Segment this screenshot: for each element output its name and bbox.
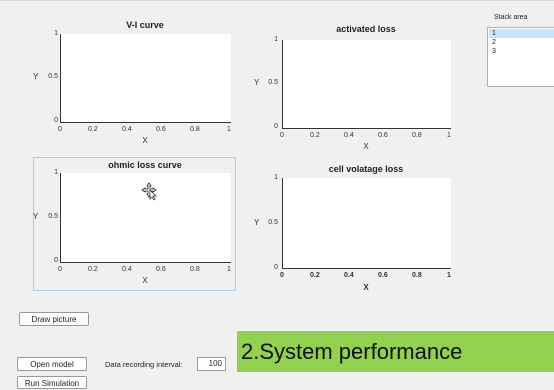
x-tick: 0.4 (344, 272, 354, 279)
recording-interval-field[interactable]: 100 (197, 357, 226, 371)
y-tick: 0 (274, 264, 278, 271)
section-banner: 2.System performance (237, 331, 554, 372)
x-tick: 0.6 (378, 272, 388, 279)
x-tick: 0 (58, 126, 62, 133)
x-axis-label: X (363, 283, 369, 292)
y-tick: 1 (274, 174, 278, 181)
x-tick: 0 (280, 272, 284, 279)
plot-title: cell volatage loss (328, 164, 404, 174)
stack-area-label: Stack area (494, 14, 528, 21)
y-tick: 0 (54, 117, 58, 124)
y-axis-label: Y (33, 72, 39, 81)
recording-interval-label: Data recording interval: (105, 360, 183, 369)
x-tick: 0 (280, 132, 284, 139)
x-tick: 0.4 (122, 266, 132, 273)
list-item[interactable]: 2 (492, 39, 496, 46)
y-axis-label: Y (254, 78, 260, 87)
activated-loss-axes: activated loss 1 0.5 0 Y 0 0.2 0.4 0.6 0… (252, 24, 462, 151)
y-tick: 0.5 (48, 73, 58, 80)
x-axis-label: X (142, 136, 148, 145)
plot-area (282, 40, 451, 129)
x-tick: 1 (447, 132, 451, 139)
cell-voltage-loss-axes: cell volatage loss 1 0.5 0 Y 0 0.2 0.4 0… (252, 164, 462, 294)
x-axis-label: X (363, 142, 369, 151)
y-tick: 1 (54, 30, 58, 37)
x-axis-label: X (142, 276, 148, 285)
ohmic-loss-axes: ohmic loss curve 1 0.5 0 Y 0 0.2 0.4 0.6… (30, 160, 236, 290)
y-tick: 1 (54, 169, 58, 176)
x-tick: 1 (227, 266, 231, 273)
x-tick: 1 (227, 126, 231, 133)
x-tick: 0 (58, 266, 62, 273)
x-tick: 0.8 (412, 132, 422, 139)
y-tick: 0.5 (268, 219, 278, 226)
y-tick: 0 (274, 123, 278, 130)
x-tick: 0.2 (88, 126, 98, 133)
top-divider (0, 0, 554, 1)
x-tick: 0.6 (156, 266, 166, 273)
y-tick: 0.5 (268, 79, 278, 86)
run-simulation-button[interactable]: Run Simulation (17, 376, 87, 389)
plot-area (60, 173, 231, 263)
y-tick: 1 (274, 36, 278, 43)
x-tick: 1 (447, 272, 451, 279)
x-tick: 0.8 (190, 266, 200, 273)
y-tick: 0 (54, 257, 58, 264)
x-tick: 0.4 (344, 132, 354, 139)
x-tick: 0.8 (412, 272, 422, 279)
open-model-button[interactable]: Open model (17, 357, 87, 371)
plot-area (282, 178, 451, 269)
draw-picture-button[interactable]: Draw picture (19, 312, 89, 326)
stack-area-listbox[interactable]: 1 2 3 (487, 27, 554, 87)
plot-title: ohmic loss curve (108, 160, 182, 170)
x-tick: 0.4 (122, 126, 132, 133)
plot-title: activated loss (336, 24, 396, 34)
x-tick: 0.6 (378, 132, 388, 139)
list-item[interactable]: 1 (489, 29, 554, 38)
x-tick: 0.6 (156, 126, 166, 133)
y-axis-label: Y (33, 212, 39, 221)
y-tick: 0.5 (48, 213, 58, 220)
x-tick: 0.2 (88, 266, 98, 273)
x-tick: 0.2 (310, 132, 320, 139)
x-tick: 0.8 (190, 126, 200, 133)
list-item[interactable]: 3 (492, 48, 496, 55)
vi-curve-axes: V-I curve 1 0.5 0 Y 0 0.2 0.4 0.6 0.8 1 … (30, 20, 236, 145)
plot-area (60, 34, 231, 123)
ohmic-loss-panel-selection[interactable] (33, 157, 236, 291)
move-cursor-icon (141, 182, 157, 201)
x-tick: 0.2 (310, 272, 320, 279)
y-axis-label: Y (254, 218, 260, 227)
plot-title: V-I curve (126, 20, 164, 30)
